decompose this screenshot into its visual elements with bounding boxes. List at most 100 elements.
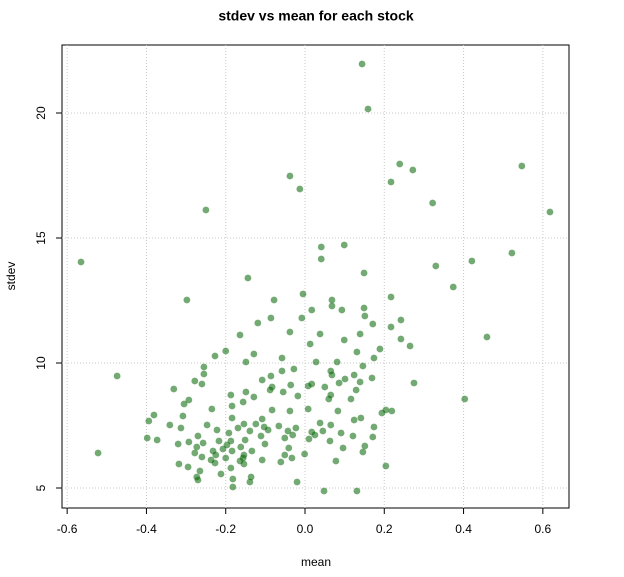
point xyxy=(325,395,333,403)
point xyxy=(290,365,298,373)
point xyxy=(185,438,193,446)
point xyxy=(508,249,516,257)
point xyxy=(370,423,378,431)
point xyxy=(228,402,236,410)
y-axis-label: stdev xyxy=(4,262,18,291)
point xyxy=(145,417,153,425)
point xyxy=(388,407,396,415)
point xyxy=(317,255,325,263)
point xyxy=(332,457,340,465)
point xyxy=(312,358,320,366)
point xyxy=(196,467,204,475)
point xyxy=(288,454,296,462)
point xyxy=(370,354,378,362)
point xyxy=(237,443,245,451)
point xyxy=(387,293,395,301)
point xyxy=(338,306,346,314)
point xyxy=(397,316,405,324)
point xyxy=(217,470,225,478)
point xyxy=(266,386,274,394)
point xyxy=(279,388,287,396)
point xyxy=(353,487,361,495)
point xyxy=(387,323,395,331)
point xyxy=(267,372,275,380)
point xyxy=(461,395,469,403)
x-tick-label: 0.6 xyxy=(534,522,551,536)
point xyxy=(305,435,313,443)
point xyxy=(369,320,377,328)
point xyxy=(327,421,335,429)
point xyxy=(350,371,358,379)
point xyxy=(353,348,361,356)
point xyxy=(153,436,161,444)
point xyxy=(198,380,206,388)
point xyxy=(242,388,250,396)
point xyxy=(294,392,302,400)
point xyxy=(328,296,336,304)
point xyxy=(228,414,236,422)
point xyxy=(518,162,526,170)
point xyxy=(228,447,236,455)
point xyxy=(191,377,199,385)
point xyxy=(150,411,158,419)
x-axis-label: mean xyxy=(301,555,331,569)
point xyxy=(222,454,230,462)
point xyxy=(410,379,418,387)
point xyxy=(241,436,249,444)
y-tick-label: 5 xyxy=(34,484,48,491)
point xyxy=(212,451,220,459)
point xyxy=(350,416,358,424)
point xyxy=(240,420,248,428)
point xyxy=(339,444,347,452)
point xyxy=(337,429,345,437)
point xyxy=(311,431,319,439)
point xyxy=(250,393,258,401)
point xyxy=(268,406,276,414)
y-tick-label: 15 xyxy=(34,231,48,245)
point xyxy=(293,478,301,486)
point xyxy=(227,464,235,472)
point xyxy=(368,374,376,382)
point xyxy=(258,376,266,384)
point xyxy=(281,434,289,442)
point xyxy=(203,421,211,429)
point xyxy=(335,379,343,387)
point xyxy=(361,442,369,450)
point xyxy=(250,350,258,358)
point xyxy=(358,60,366,68)
point xyxy=(242,358,250,366)
point xyxy=(277,458,285,466)
x-tick-label: -0.2 xyxy=(215,522,236,536)
point xyxy=(304,382,312,390)
point xyxy=(267,314,275,322)
point xyxy=(284,427,292,435)
point xyxy=(409,166,417,174)
point xyxy=(296,185,304,193)
point xyxy=(281,451,289,459)
point xyxy=(328,302,336,310)
point xyxy=(432,262,440,270)
point xyxy=(316,419,324,427)
point xyxy=(356,378,364,386)
point xyxy=(246,478,254,486)
point xyxy=(191,449,199,457)
point xyxy=(180,400,188,408)
point xyxy=(359,448,367,456)
point xyxy=(208,405,216,413)
point xyxy=(306,340,314,348)
point xyxy=(234,424,242,432)
point xyxy=(185,396,193,404)
point xyxy=(213,426,221,434)
point xyxy=(258,456,266,464)
point xyxy=(202,206,210,214)
point xyxy=(257,432,265,440)
x-tick-label: -0.4 xyxy=(136,522,157,536)
point xyxy=(321,383,329,391)
point xyxy=(289,431,297,439)
point xyxy=(468,257,476,265)
point xyxy=(179,412,187,420)
point xyxy=(369,433,377,441)
point xyxy=(199,439,207,447)
point xyxy=(222,347,230,355)
point xyxy=(360,304,368,312)
